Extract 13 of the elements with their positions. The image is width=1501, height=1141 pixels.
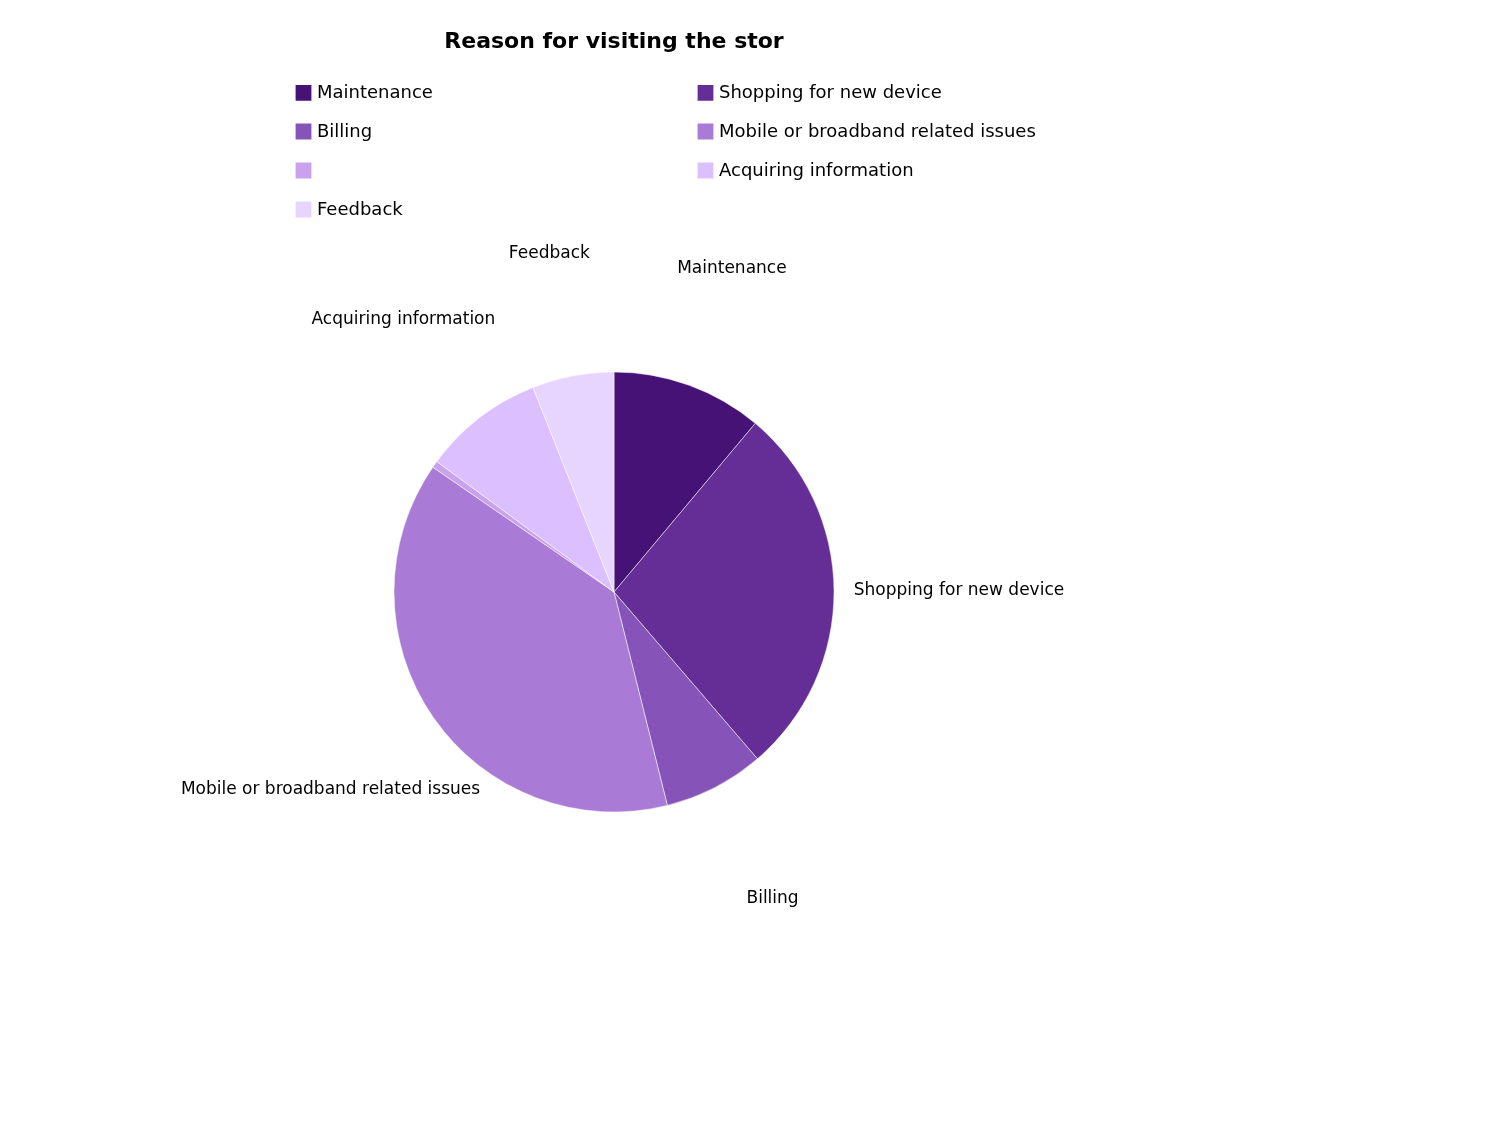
legend-label: Shopping for new device [719,80,942,102]
legend-label: Mobile or broadband related issues [719,119,1036,141]
legend-label: Feedback [317,197,404,219]
category-label: Feedback [508,242,590,263]
category-label: Maintenance [677,256,787,277]
legend-label: Acquiring information [719,158,914,180]
chart-title: Reason for visiting the stor [444,28,784,53]
slice-label: Mobile or broadband related issues [180,777,481,798]
category-label: Billing [746,887,799,908]
legend-label: Maintenance [317,80,433,102]
legend-label: Billing [317,119,373,141]
slice-label: Shopping for new device [853,578,1065,599]
category-label: Acquiring information [311,307,496,328]
